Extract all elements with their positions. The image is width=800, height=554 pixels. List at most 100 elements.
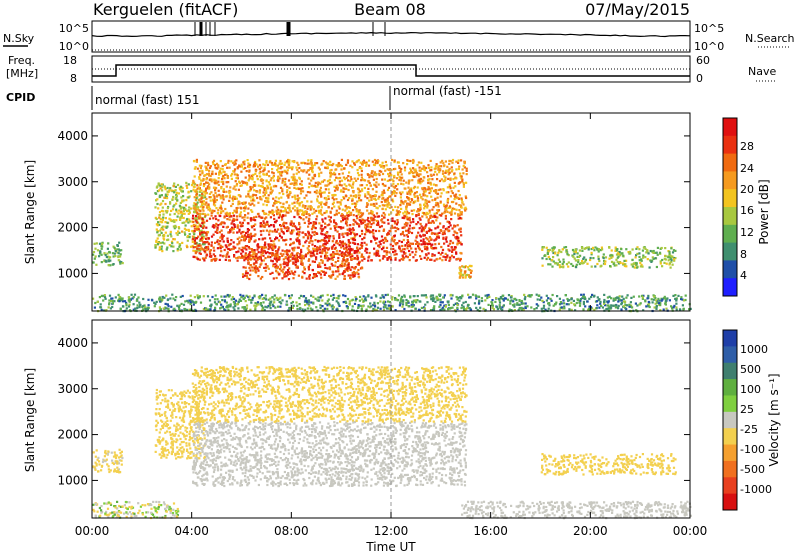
data-cell bbox=[373, 301, 376, 304]
data-cell bbox=[342, 190, 345, 193]
data-cell bbox=[487, 303, 490, 306]
data-cell bbox=[214, 230, 217, 233]
data-cell bbox=[659, 309, 662, 312]
data-cell bbox=[337, 225, 340, 229]
data-cell bbox=[461, 201, 464, 204]
data-cell bbox=[198, 190, 202, 193]
data-cell bbox=[190, 190, 193, 193]
data-cell bbox=[147, 298, 150, 301]
data-cell bbox=[401, 226, 404, 229]
data-cell bbox=[193, 225, 196, 228]
data-cell bbox=[304, 297, 308, 300]
data-cell bbox=[661, 298, 664, 301]
data-cell bbox=[261, 185, 264, 188]
data-cell bbox=[411, 179, 414, 182]
data-cell bbox=[235, 182, 239, 186]
data-cell bbox=[657, 297, 660, 300]
data-cell bbox=[327, 248, 330, 251]
data-cell bbox=[133, 293, 137, 296]
data-cell bbox=[266, 200, 270, 203]
data-cell bbox=[437, 168, 440, 171]
data-cell bbox=[157, 234, 160, 237]
data-cell bbox=[423, 166, 426, 169]
data-cell bbox=[183, 212, 186, 215]
data-cell bbox=[598, 298, 601, 301]
data-cell bbox=[206, 161, 210, 164]
data-cell bbox=[248, 165, 251, 169]
data-cell bbox=[316, 183, 320, 186]
data-cell bbox=[434, 227, 437, 230]
data-cell bbox=[411, 301, 414, 304]
data-cell bbox=[421, 198, 424, 201]
data-cell bbox=[452, 303, 455, 307]
data-cell bbox=[235, 215, 239, 218]
data-cell bbox=[176, 233, 179, 236]
data-cell bbox=[595, 307, 598, 310]
data-cell bbox=[210, 180, 213, 183]
data-cell bbox=[275, 270, 278, 273]
data-cell bbox=[267, 298, 270, 301]
data-cell bbox=[400, 173, 403, 176]
data-cell bbox=[310, 301, 313, 304]
data-cell bbox=[277, 176, 280, 180]
data-cell bbox=[204, 308, 207, 311]
data-cell bbox=[276, 253, 279, 256]
data-cell bbox=[348, 171, 351, 174]
data-cell bbox=[350, 211, 353, 214]
data-cell bbox=[159, 220, 162, 223]
data-cell bbox=[466, 304, 469, 307]
data-cell bbox=[311, 269, 314, 272]
data-cell bbox=[275, 296, 278, 299]
data-cell bbox=[359, 219, 362, 222]
data-cell bbox=[105, 255, 108, 259]
data-cell bbox=[324, 217, 327, 220]
data-cell bbox=[451, 294, 454, 297]
data-cell bbox=[636, 304, 639, 307]
data-cell bbox=[430, 232, 433, 235]
data-cell bbox=[232, 170, 235, 173]
data-cell bbox=[344, 294, 347, 298]
data-cell bbox=[322, 160, 325, 163]
data-cell bbox=[117, 293, 120, 296]
data-cell bbox=[249, 219, 253, 222]
data-cell bbox=[401, 191, 404, 194]
data-cell bbox=[422, 193, 425, 196]
data-cell bbox=[298, 240, 301, 243]
data-cell bbox=[393, 220, 396, 223]
data-cell bbox=[603, 298, 606, 302]
data-cell bbox=[248, 163, 252, 167]
data-cell bbox=[239, 299, 243, 302]
data-cell bbox=[366, 225, 369, 228]
data-cell bbox=[381, 197, 384, 200]
data-cell bbox=[407, 203, 410, 206]
data-cell bbox=[202, 248, 205, 251]
data-cell bbox=[361, 184, 364, 187]
data-cell bbox=[142, 297, 145, 301]
data-cell bbox=[158, 306, 161, 309]
data-cell bbox=[421, 215, 424, 218]
data-cell bbox=[417, 242, 420, 245]
data-cell bbox=[502, 304, 505, 307]
data-cell bbox=[253, 165, 256, 168]
data-cell bbox=[239, 293, 242, 296]
data-cell bbox=[117, 259, 120, 262]
data-cell bbox=[444, 252, 447, 255]
data-cell bbox=[319, 212, 322, 215]
data-cell bbox=[437, 167, 440, 170]
data-cell bbox=[262, 229, 265, 232]
data-cell bbox=[177, 192, 180, 195]
data-cell bbox=[383, 199, 386, 202]
data-cell bbox=[176, 199, 179, 202]
data-cell bbox=[272, 204, 275, 207]
data-cell bbox=[231, 197, 234, 200]
data-cell bbox=[159, 241, 162, 245]
data-cell bbox=[347, 263, 350, 266]
data-cell bbox=[320, 195, 323, 198]
data-cell bbox=[231, 199, 235, 202]
data-cell bbox=[259, 245, 262, 249]
data-cell bbox=[422, 240, 425, 243]
data-cell bbox=[655, 307, 658, 310]
data-cell bbox=[425, 230, 428, 233]
data-cell bbox=[405, 234, 409, 237]
